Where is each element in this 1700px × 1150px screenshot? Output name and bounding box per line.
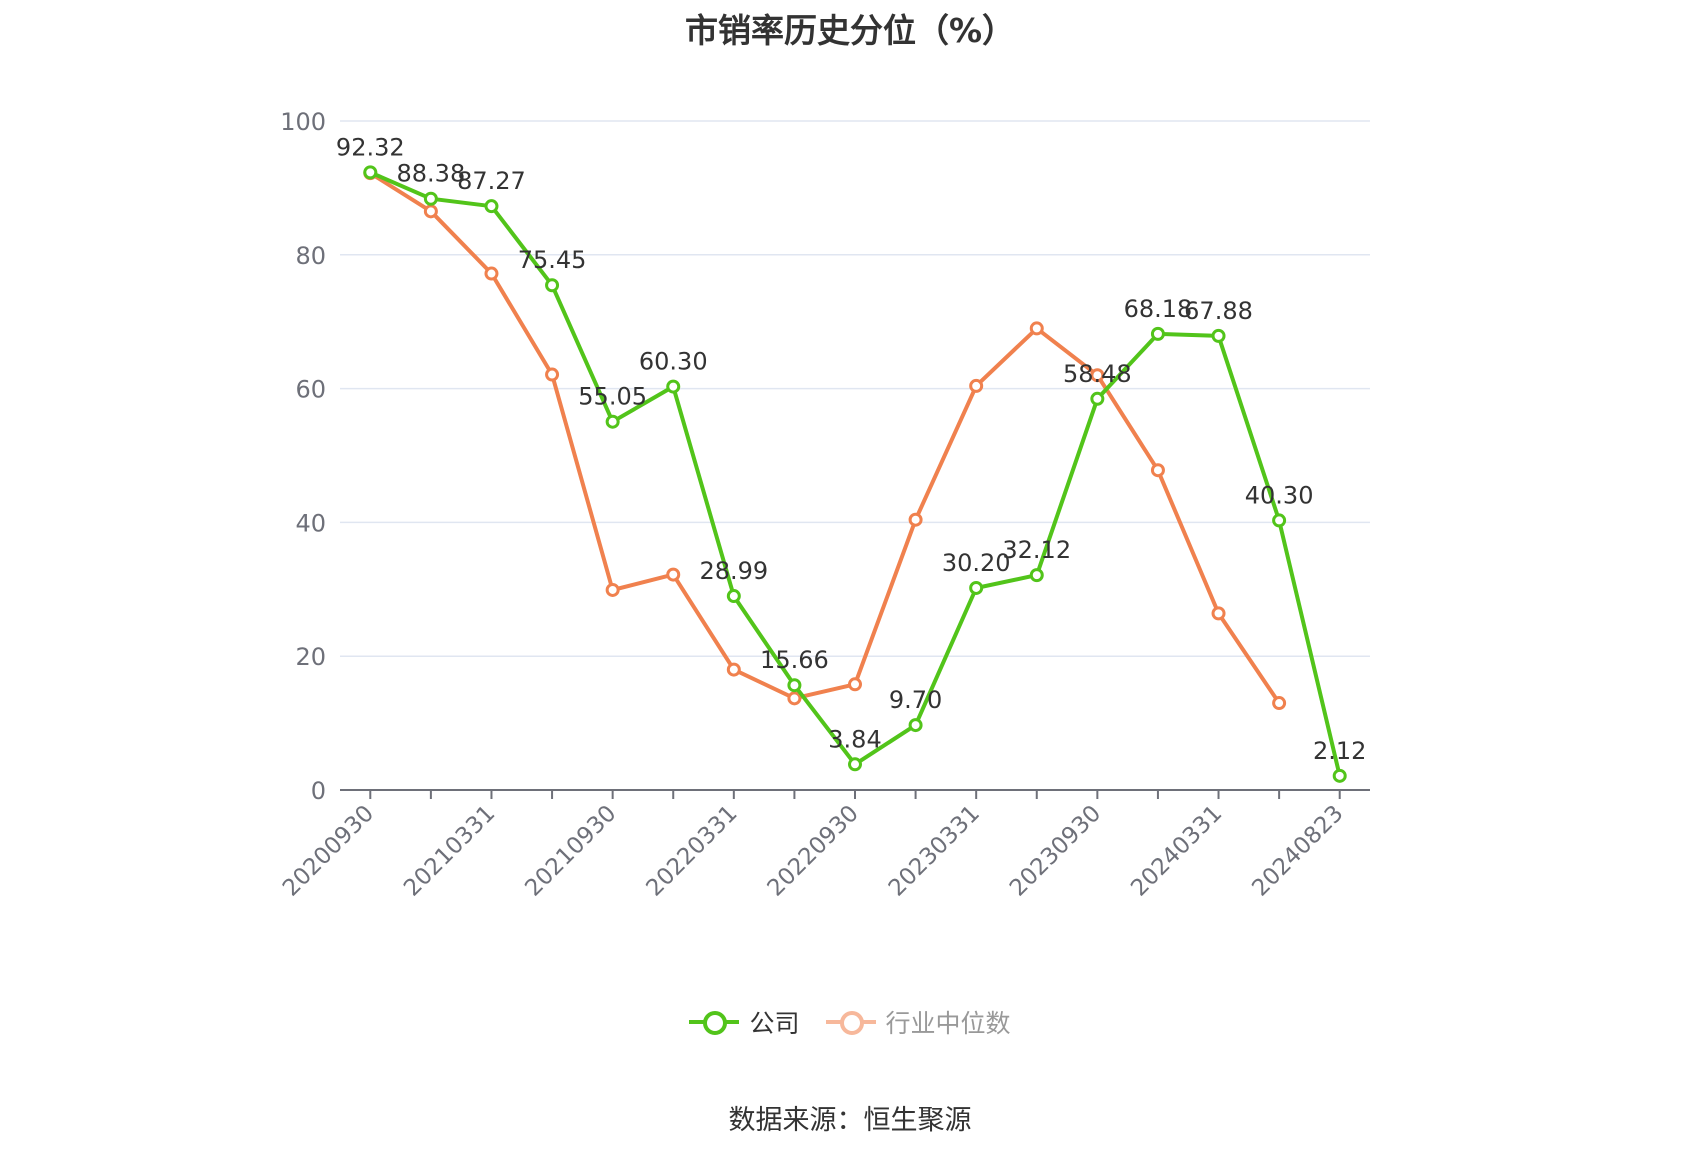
data-point (969, 378, 984, 393)
legend-marker-industry-median (825, 1009, 876, 1035)
data-point (605, 414, 620, 429)
data-point (666, 567, 681, 582)
data-label: 2.12 (1313, 737, 1366, 765)
x-tick-label: 20240331 (1126, 800, 1227, 901)
data-point (1029, 568, 1044, 583)
data-point (1211, 328, 1226, 343)
data-point (363, 165, 378, 180)
x-tick-label: 20230331 (884, 800, 985, 901)
data-label: 67.88 (1184, 297, 1253, 325)
data-point (423, 191, 438, 206)
data-point (908, 718, 923, 733)
y-tick-label: 100 (280, 108, 326, 136)
data-source: 数据来源：恒生聚源 (728, 1105, 972, 1136)
data-point (1150, 326, 1165, 341)
data-point (1150, 463, 1165, 478)
data-point (605, 582, 620, 597)
x-tick-label: 20220331 (641, 800, 742, 901)
y-tick-label: 0 (311, 777, 326, 805)
data-label: 9.70 (889, 686, 942, 714)
data-label: 60.30 (639, 348, 708, 376)
legend-marker-company (689, 1009, 740, 1035)
x-tick-label: 20230930 (1005, 800, 1106, 901)
data-label: 87.27 (457, 167, 526, 195)
legend-label-company: 公司 (749, 1009, 800, 1038)
data-point (726, 662, 741, 677)
data-point (787, 691, 802, 706)
legend-item-company[interactable]: 公司 (689, 1004, 800, 1040)
data-point (726, 589, 741, 604)
data-point (545, 278, 560, 293)
data-label: 3.84 (828, 725, 881, 753)
data-label: 68.18 (1124, 295, 1193, 323)
data-label: 58.48 (1063, 360, 1132, 388)
data-label: 55.05 (578, 383, 647, 411)
x-tick-label: 20210930 (520, 800, 621, 901)
data-label: 40.30 (1245, 481, 1314, 509)
grid-lines (340, 120, 1370, 657)
data-point (848, 757, 862, 772)
legend: 公司 行业中位数 (0, 1004, 1700, 1040)
x-tick-label: 20210331 (399, 800, 500, 901)
series (363, 165, 1347, 783)
data-point (423, 204, 438, 219)
y-tick-label: 20 (295, 643, 326, 671)
data-label: 32.12 (1002, 536, 1071, 564)
data-point (1211, 606, 1226, 621)
data-point (1272, 513, 1287, 528)
data-point (969, 580, 984, 595)
x-tick-label: 20220930 (763, 800, 864, 901)
data-point (666, 379, 681, 394)
data-label: 28.99 (699, 557, 768, 585)
data-label: 30.20 (942, 549, 1011, 577)
data-point (1029, 321, 1044, 336)
chart-title: 市销率历史分位（%） (684, 11, 1016, 50)
legend-label-industry-median: 行业中位数 (885, 1009, 1011, 1038)
data-point (908, 512, 923, 527)
legend-item-industry-median[interactable]: 行业中位数 (825, 1004, 1011, 1040)
x-tick-label: 20240823 (1247, 800, 1348, 901)
data-label: 92.32 (336, 133, 405, 161)
data-point (1090, 368, 1105, 383)
data-point (484, 199, 499, 214)
data-point (848, 677, 862, 692)
y-tick-label: 60 (295, 376, 326, 404)
y-tick-label: 80 (295, 242, 326, 270)
data-label: 88.38 (397, 160, 466, 188)
y-tick-label: 40 (295, 509, 326, 537)
data-point (787, 678, 802, 693)
data-point (1090, 391, 1105, 406)
data-point (545, 367, 560, 382)
data-label: 15.66 (760, 646, 829, 674)
series-line-1 (368, 171, 1282, 705)
x-tick-label: 20200930 (278, 800, 379, 901)
data-point (1332, 768, 1347, 783)
data-point (1272, 696, 1287, 711)
data-point (484, 266, 499, 281)
data-label: 75.45 (518, 246, 587, 274)
